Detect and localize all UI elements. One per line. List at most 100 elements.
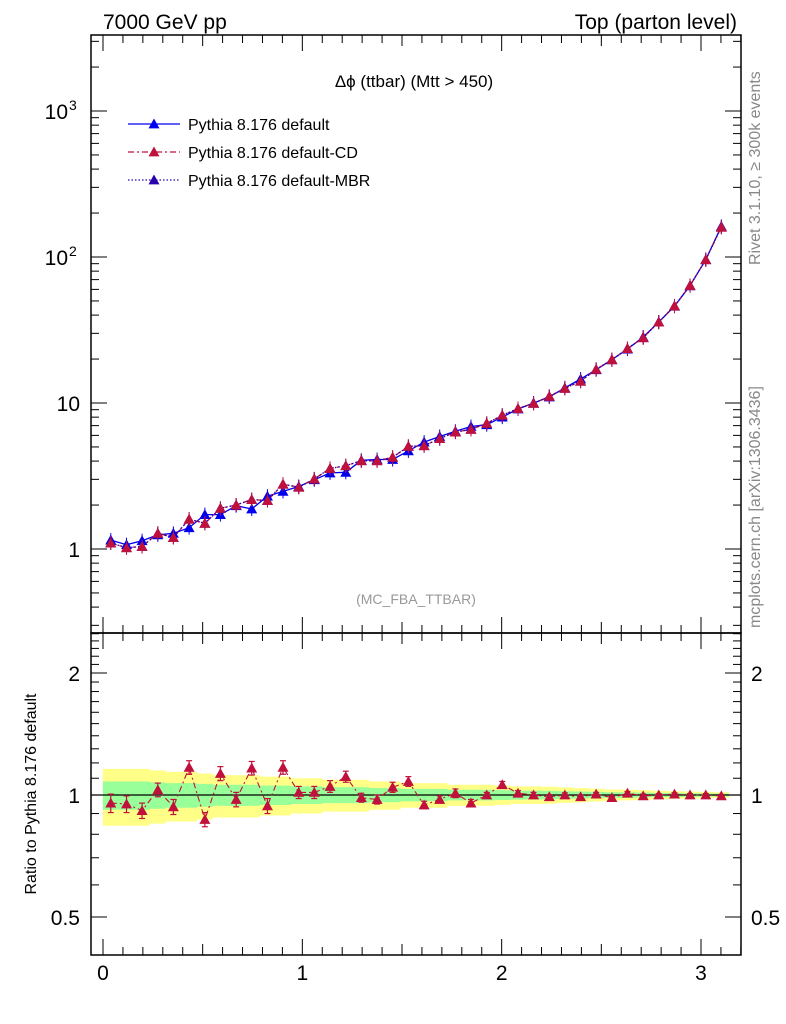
data-point-cd xyxy=(559,382,571,393)
y-tick-label: 1 xyxy=(68,539,80,562)
ratio-point-cd xyxy=(543,791,555,802)
data-point-cd xyxy=(355,455,367,466)
series-line-default xyxy=(110,226,722,546)
ratio-point-cd xyxy=(653,789,665,800)
x-tick-label: 3 xyxy=(695,962,707,985)
header-left: 7000 GeV pp xyxy=(103,11,227,34)
data-point-cd xyxy=(277,478,289,489)
ratio-point-cd xyxy=(621,787,633,798)
ratio-point-cd xyxy=(355,792,367,803)
data-point-cd xyxy=(308,473,320,484)
ratio-point-cd xyxy=(199,814,211,824)
ratio-point-cd xyxy=(684,789,696,800)
ratio-frame xyxy=(90,632,742,956)
data-point-cd xyxy=(261,494,273,505)
legend-label-cd: Pythia 8.176 default-CD xyxy=(188,145,358,162)
ratio-point-cd xyxy=(434,793,446,804)
data-point-cd xyxy=(590,363,602,374)
data-point-cd xyxy=(340,460,352,471)
data-point-cd xyxy=(512,403,524,414)
data-point-cd xyxy=(653,316,665,327)
data-point-cd xyxy=(167,531,179,542)
header-right: Top (parton level) xyxy=(575,11,737,34)
data-point-cd xyxy=(136,541,148,551)
ratio-point-cd xyxy=(465,797,477,808)
data-point-cd xyxy=(528,397,540,408)
ratio-point-cd xyxy=(371,793,383,804)
ratio-y-tick-label: 1 xyxy=(68,785,80,808)
ratio-y-tick-label: 0.5 xyxy=(51,907,80,930)
ratio-point-cd xyxy=(121,798,133,809)
ratio-point-cd xyxy=(136,805,148,816)
ratio-point-cd xyxy=(293,786,305,797)
y-tick-label-exponent: 2 xyxy=(69,243,77,259)
data-point-cd xyxy=(700,254,712,265)
y-tick-label: 10 xyxy=(57,393,80,416)
ratio-point-cd xyxy=(105,797,117,808)
ratio-point-cd xyxy=(637,790,649,801)
data-point-cd xyxy=(152,527,164,538)
data-point-cd xyxy=(668,300,680,311)
legend: Pythia 8.176 default Pythia 8.176 default… xyxy=(128,117,370,190)
ratio-point-cd xyxy=(512,787,524,798)
data-point-cd xyxy=(418,440,430,451)
ratio-panel: 0.5 0.5 1 1 2 2 0 1 2 3 Ratio to Pythia 8.176 def… xyxy=(23,632,780,985)
ratio-point-cd xyxy=(575,791,587,802)
ratio-point-cd xyxy=(324,780,336,791)
ratio-point-cd xyxy=(590,788,602,799)
data-point-cd xyxy=(293,481,305,492)
ratio-point-cd xyxy=(418,799,430,810)
ratio-y-tick-label: 2 xyxy=(68,663,80,686)
data-point-default xyxy=(199,509,211,520)
x-tick-label: 0 xyxy=(97,962,109,985)
data-point-cd xyxy=(402,440,414,451)
ratio-point-cd xyxy=(449,787,461,798)
ratio-point-cd xyxy=(152,784,164,795)
data-point-cd xyxy=(199,517,211,528)
data-point-cd xyxy=(575,375,587,386)
ratio-point-cd xyxy=(246,762,258,773)
data-point-cd xyxy=(621,343,633,353)
ratio-point-cd xyxy=(167,801,179,812)
data-point-cd xyxy=(183,513,195,524)
data-point-cd xyxy=(214,502,226,513)
ratio-point-cd xyxy=(668,788,680,799)
rivet-label: Rivet 3.1.10, ≥ 300k events xyxy=(747,71,764,265)
data-point-cd xyxy=(465,423,477,434)
data-point-cd xyxy=(481,417,493,428)
ratio-point-cd xyxy=(700,789,712,800)
ratio-point-cd xyxy=(402,775,414,786)
ratio-point-cd xyxy=(606,792,618,803)
data-point-cd xyxy=(684,279,696,290)
data-point-cd xyxy=(105,537,117,548)
data-point-cd xyxy=(543,390,555,401)
legend-marker-cd xyxy=(148,146,160,157)
y-tick-label-exponent: 3 xyxy=(69,97,77,113)
data-point-cd xyxy=(606,354,618,365)
x-tick-label: 2 xyxy=(496,962,508,985)
ratio-point-cd xyxy=(340,771,352,782)
main-title: Δϕ (ttbar) (Mtt > 450) xyxy=(335,72,493,91)
data-point-cd xyxy=(637,332,649,343)
data-point-cd xyxy=(434,433,446,444)
data-point-cd xyxy=(371,455,383,466)
data-point-cd xyxy=(387,451,399,462)
series-line-mbr xyxy=(110,226,722,549)
data-point-default xyxy=(246,503,258,514)
ratio-point-cd xyxy=(230,793,242,804)
ratio-point-cd xyxy=(308,786,320,797)
legend-label-default: Pythia 8.176 default xyxy=(188,117,330,134)
watermark: (MC_FBA_TTBAR) xyxy=(356,591,476,607)
ratio-point-cd xyxy=(559,789,571,800)
series-line-cd xyxy=(110,226,722,549)
data-point-cd xyxy=(324,462,336,473)
data-point-cd xyxy=(449,426,461,437)
ratio-point-cd xyxy=(277,761,289,772)
ratio-y-tick-label-right: 0.5 xyxy=(751,907,780,930)
ratio-ylabel: Ratio to Pythia 8.176 default xyxy=(23,693,40,895)
data-point-cd xyxy=(715,221,727,232)
y-tick-label: 10 xyxy=(45,101,68,124)
ratio-point-cd xyxy=(528,789,540,800)
